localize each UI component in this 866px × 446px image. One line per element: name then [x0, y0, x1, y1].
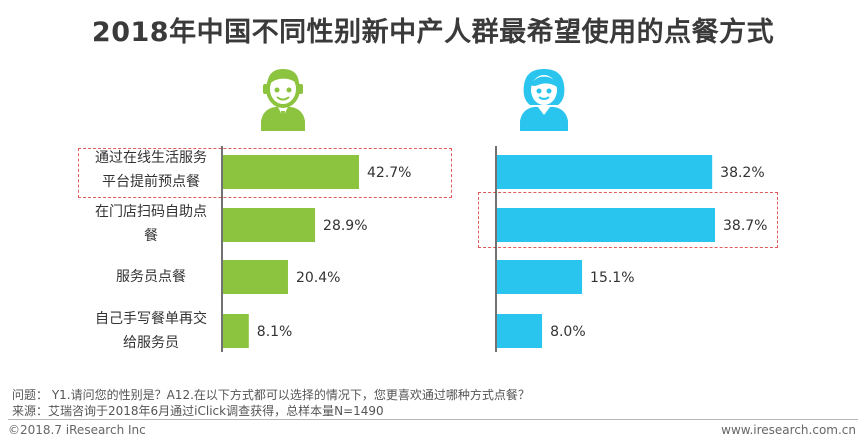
value-label-male-1: 42.7%: [367, 165, 411, 181]
category-label-4: 自己手写餐单再交 给服务员: [95, 311, 207, 351]
value-label-female-4: 8.0%: [550, 324, 586, 340]
bar-male-1: [223, 155, 359, 189]
highlight-box-male-top: [78, 148, 452, 198]
bar-female-1: [497, 155, 713, 189]
source-note: 来源：艾瑞咨询于2018年6月通过iClick调查获得，总样本量N=1490: [12, 404, 384, 418]
female-person-icon: [520, 69, 568, 131]
male-person-icon: [261, 69, 305, 131]
value-label-male-2: 28.9%: [323, 218, 367, 234]
bar-female-2: [497, 208, 715, 242]
value-label-male-3: 20.4%: [296, 270, 340, 286]
category-label-3: 服务员点餐: [116, 269, 186, 285]
highlight-box-female-scan: [478, 192, 778, 248]
bar-male-4: [223, 314, 249, 348]
category-label-2: 在门店扫码自助点餐: [95, 204, 207, 244]
value-label-female-1: 38.2%: [720, 165, 764, 181]
category-label-1: 通过在线生活服务 平台提前预点餐: [95, 150, 207, 190]
footer-divider: [8, 419, 858, 420]
bar-female-3: [497, 260, 583, 294]
value-label-female-3: 15.1%: [590, 270, 634, 286]
chart-title: 2018年中国不同性别新中产人群最希望使用的点餐方式: [91, 17, 775, 48]
copyright: ©2018.7 iResearch Inc: [8, 423, 146, 437]
bar-female-4: [497, 314, 543, 348]
bar-male-3: [223, 260, 288, 294]
value-label-male-4: 8.1%: [257, 324, 293, 340]
footer-url: www.iresearch.com.cn: [721, 423, 856, 437]
question-note: 问题： Y1.请问您的性别是？A12.在以下方式都可以选择的情况下，您更喜欢通过…: [12, 388, 530, 402]
bar-male-2: [223, 208, 316, 242]
value-label-female-2: 38.7%: [723, 218, 767, 234]
